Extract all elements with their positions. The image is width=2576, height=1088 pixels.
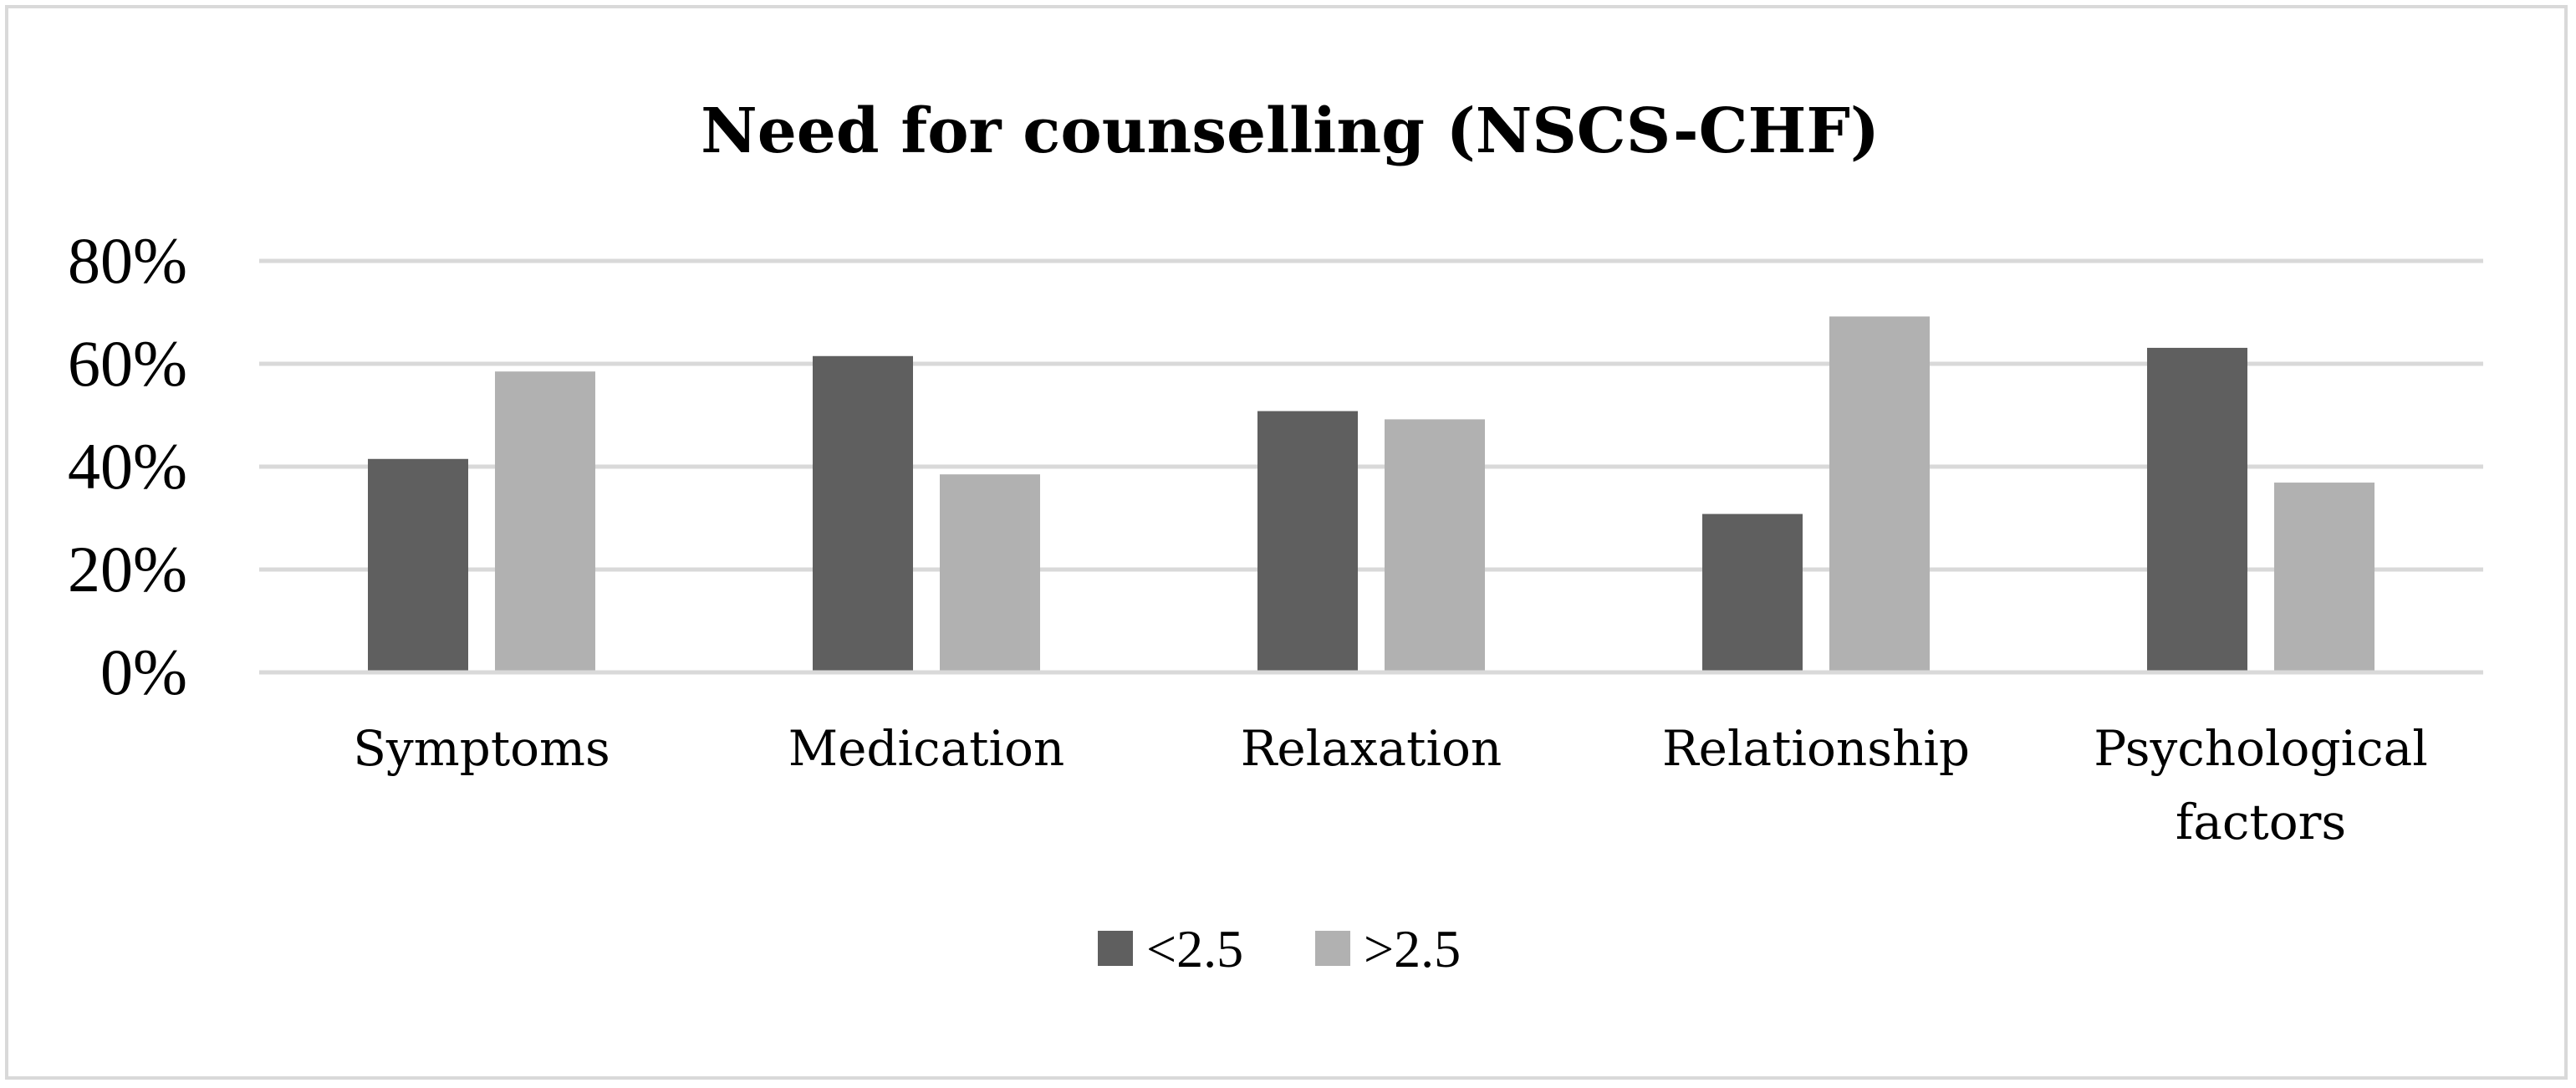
bar-lt-2-5 xyxy=(1257,411,1358,672)
bar-gt-2-5 xyxy=(940,474,1040,672)
x-category-label: Medication xyxy=(788,720,1065,777)
bar-gt-2-5 xyxy=(1385,419,1485,672)
legend: <2.5 >2.5 xyxy=(1098,919,1461,978)
x-category-label: Psychological factors xyxy=(2094,720,2428,850)
y-tick-label: 0% xyxy=(100,636,187,708)
y-tick-label: 60% xyxy=(68,327,187,400)
bar-gt-2-5 xyxy=(2274,483,2375,672)
x-category-label: Relationship xyxy=(1662,720,1970,777)
bar-lt-2-5 xyxy=(1702,513,1803,672)
bar-lt-2-5 xyxy=(813,355,913,672)
x-category-label: Relaxation xyxy=(1241,720,1502,777)
y-tick-label: 20% xyxy=(68,533,187,605)
x-category-label: Symptoms xyxy=(353,720,610,777)
bars xyxy=(259,316,2483,675)
bar-lt-2-5 xyxy=(368,458,468,672)
legend-label: <2.5 xyxy=(1146,919,1243,978)
legend-label: >2.5 xyxy=(1364,919,1461,978)
y-tick-label: 80% xyxy=(68,224,187,297)
chart-frame: Need for counselling (NSCS-CHF) 0% 20% 40%… xyxy=(5,5,2568,1080)
x-axis-labels: Symptoms Medication Relaxation Relationship… xyxy=(353,720,2428,850)
y-axis-ticks: 0% 20% 40% 60% 80% xyxy=(68,224,187,708)
bar-lt-2-5 xyxy=(2147,347,2247,672)
y-tick-label: 40% xyxy=(68,430,187,503)
bar-gt-2-5 xyxy=(1829,316,1930,672)
bar-chart: Need for counselling (NSCS-CHF) 0% 20% 40%… xyxy=(68,95,2483,978)
legend-swatch xyxy=(1315,931,1350,966)
chart-title: Need for counselling (NSCS-CHF) xyxy=(701,95,1880,167)
bar-gt-2-5 xyxy=(495,371,595,672)
legend-swatch xyxy=(1098,931,1133,966)
